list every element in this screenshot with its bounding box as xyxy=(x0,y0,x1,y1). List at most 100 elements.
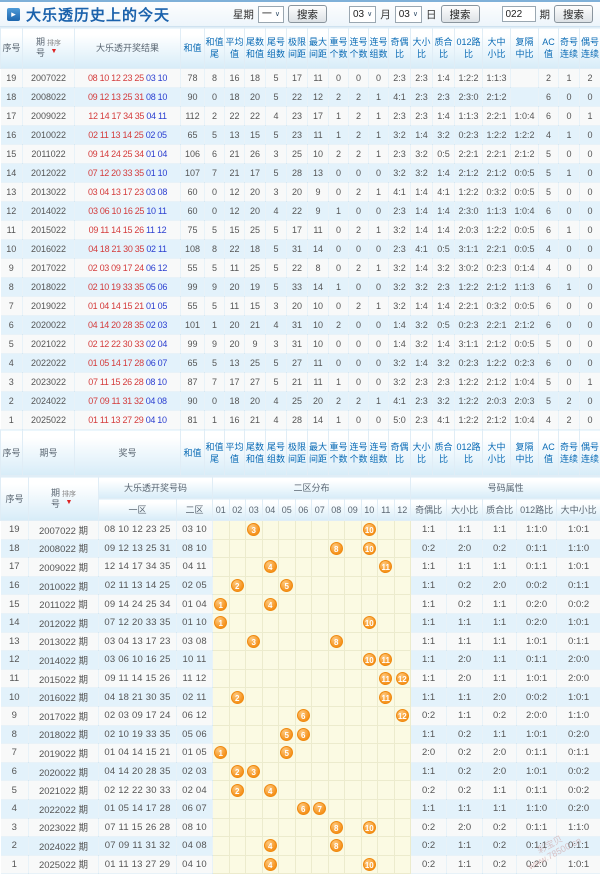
ball-cell xyxy=(262,725,279,744)
zone2-numbers: 04 10 xyxy=(177,855,213,874)
column-header-19: AC值 xyxy=(539,430,559,476)
stat-cell: 0 xyxy=(349,278,369,297)
column-header-ball-06: 06 xyxy=(295,499,312,521)
stat-cell: 1 xyxy=(369,297,389,316)
stat-cell: 1 xyxy=(559,69,580,88)
stat-cell: 22 xyxy=(245,107,266,126)
zone2-numbers: 01 10 xyxy=(177,613,213,632)
stat-cell: 90 xyxy=(181,88,205,107)
sort-control[interactable]: 排序▼ xyxy=(62,491,76,507)
stat-cell: 18 xyxy=(225,88,245,107)
period-cell: 2009022 xyxy=(23,107,75,126)
day-select[interactable]: 03 ∨ xyxy=(395,6,422,23)
sort-icon[interactable]: ▼ xyxy=(66,499,73,507)
ball-cell xyxy=(328,595,345,614)
stat-cell: 0:0:5 xyxy=(511,164,539,183)
column-header-ball-11: 11 xyxy=(378,499,395,521)
stat-cell: 1 xyxy=(369,259,389,278)
week-select[interactable]: 一 ∨ xyxy=(258,6,284,23)
stat-cell: 60 xyxy=(181,183,205,202)
zone1-numbers: 01 04 14 15 21 xyxy=(99,744,177,763)
zone1-numbers: 07 11 15 26 28 xyxy=(99,818,177,837)
front-numbers: 03 06 10 16 25 xyxy=(88,206,144,216)
stat-cell: 2:3 xyxy=(411,411,433,430)
ball-cell: 11 xyxy=(378,651,395,670)
stat-cell: 1:2:2 xyxy=(455,411,483,430)
stat-cell: 26 xyxy=(245,145,266,164)
lottery-ball-icon: 6 xyxy=(297,728,310,741)
ball-cell xyxy=(312,706,329,725)
stat-cell: 5 xyxy=(266,88,287,107)
ball-cell xyxy=(345,725,362,744)
ball-cell xyxy=(213,688,230,707)
seq-cell: 17 xyxy=(1,107,23,126)
ball-cell xyxy=(262,818,279,837)
result-cell: 01 05 14 17 28 06 07 xyxy=(75,354,181,373)
stat-cell: 11 xyxy=(308,354,329,373)
lottery-ball-icon: 10 xyxy=(363,542,376,555)
ball-cell xyxy=(213,558,230,577)
chevron-down-icon: ∨ xyxy=(367,7,372,22)
ball-cell xyxy=(262,539,279,558)
sort-control[interactable]: 排序▼ xyxy=(47,40,61,56)
ball-cell: 4 xyxy=(262,781,279,800)
ball-cell xyxy=(394,558,411,577)
stat-cell: 7 xyxy=(205,164,225,183)
stat-cell: 55 xyxy=(181,259,205,278)
stat-cell: 4 xyxy=(539,126,559,145)
stat-cell: 0 xyxy=(559,107,580,126)
lottery-ball-icon: 4 xyxy=(264,839,277,852)
stat-cell: 1 xyxy=(369,107,389,126)
stat-cell: 3:2 xyxy=(389,297,411,316)
ball-cell xyxy=(279,558,296,577)
month-select[interactable]: 03 ∨ xyxy=(349,6,376,23)
ball-cell xyxy=(229,558,246,577)
issue-label: 期 xyxy=(540,7,551,22)
stat-cell: 1:4 xyxy=(411,126,433,145)
stat-cell: 1:4 xyxy=(411,202,433,221)
stat-cell: 10 xyxy=(308,145,329,164)
stat-cell: 1 xyxy=(369,145,389,164)
ball-cell xyxy=(295,818,312,837)
stat-cell: 0 xyxy=(580,278,600,297)
stat-cell: 10 xyxy=(308,316,329,335)
attr-cell: 0:1:1 xyxy=(517,651,557,670)
seq-cell: 6 xyxy=(1,762,29,781)
column-header-10: 重号个数 xyxy=(329,430,349,476)
search-issue-button[interactable]: 搜索 xyxy=(554,5,593,23)
lottery-ball-icon: 11 xyxy=(379,691,392,704)
attr-cell: 0:2 xyxy=(483,837,517,856)
attr-cell: 1:1 xyxy=(447,837,483,856)
zone1-numbers: 09 14 24 25 34 xyxy=(99,595,177,614)
issue-input[interactable] xyxy=(502,6,536,22)
zone2-numbers: 04 11 xyxy=(177,558,213,577)
attr-cell: 0:1:1 xyxy=(517,558,557,577)
column-header-0: 序号 xyxy=(1,28,23,69)
week-label: 星期 xyxy=(233,7,254,22)
zone1-numbers: 04 18 21 30 35 xyxy=(99,688,177,707)
ball-cell xyxy=(345,688,362,707)
ball-cell xyxy=(213,576,230,595)
stat-cell: 14 xyxy=(308,278,329,297)
ball-cell xyxy=(279,855,296,874)
column-header-16: 012路比 xyxy=(455,430,483,476)
stat-cell: 21 xyxy=(245,316,266,335)
lottery-ball-icon: 8 xyxy=(330,821,343,834)
lottery-ball-icon: 12 xyxy=(396,709,409,722)
sort-icon[interactable]: ▼ xyxy=(51,48,58,56)
column-header-1: 期号 xyxy=(23,430,75,476)
ball-cell xyxy=(328,558,345,577)
stat-cell: 3:2 xyxy=(411,164,433,183)
stat-cell: 1:4 xyxy=(433,335,455,354)
ball-cell: 10 xyxy=(361,855,378,874)
stat-cell: 5 xyxy=(266,259,287,278)
search-date-button[interactable]: 搜索 xyxy=(441,5,480,23)
lottery-ball-icon: 10 xyxy=(363,858,376,871)
stat-cell: 2 xyxy=(559,392,580,411)
stat-cell: 2:2:1 xyxy=(483,107,511,126)
ball-cell: 4 xyxy=(262,558,279,577)
ball-cell xyxy=(312,855,329,874)
search-week-button[interactable]: 搜索 xyxy=(288,5,327,23)
stat-cell: 55 xyxy=(181,297,205,316)
